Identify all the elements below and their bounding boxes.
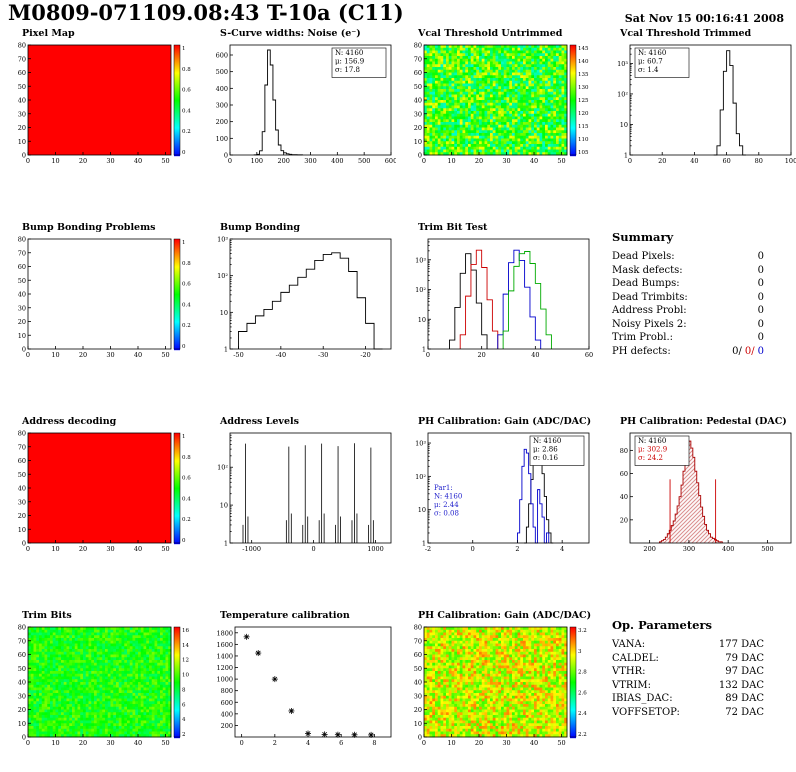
- panel-summary: Summary Dead Pixels: 0 Mask defects: 0 Dead …: [612, 230, 782, 358]
- report-row: PH defects: 0/0/0: [612, 345, 764, 357]
- panel-ph-gain-histogram: PH Calibration: Gain (ADC/DAC): [404, 416, 596, 555]
- bump-bonding-problems-chart: [8, 235, 198, 361]
- panel-title: Vcal Threshold Untrimmed: [418, 28, 563, 39]
- report-row: Mask defects: 0: [612, 264, 764, 276]
- report-row: VANA: 177 DAC: [612, 639, 764, 650]
- panel-ph-gain-map: PH Calibration: Gain (ADC/DAC): [404, 610, 596, 749]
- ph-gain-map-chart: [404, 623, 594, 749]
- panel-title: PH Calibration: Pedestal (DAC): [620, 416, 787, 427]
- trim-bit-test-chart: [404, 235, 594, 361]
- panel-bump-bonding-problems: Bump Bonding Problems: [8, 222, 200, 361]
- report-row: VTHR: 97 DAC: [612, 666, 764, 677]
- s-curve-noise-chart: [206, 41, 396, 167]
- report-row: Dead Bumps: 0: [612, 278, 764, 289]
- panel-address-decoding: Address decoding: [8, 416, 200, 555]
- summary-title: Summary: [612, 230, 674, 244]
- pixel-map-chart: [8, 41, 198, 167]
- panel-trim-bits: Trim Bits: [8, 610, 200, 749]
- panel-op-parameters: Op. Parameters VANA: 177 DAC CALDEL: 79 DAC…: [612, 618, 782, 719]
- panel-vcal-threshold-trimmed: Vcal Threshold Trimmed: [606, 28, 796, 167]
- panel-title: Address Levels: [220, 416, 299, 427]
- panel-title: Trim Bit Test: [418, 222, 488, 233]
- op-parameters-rows: VANA: 177 DAC CALDEL: 79 DAC VTHR: 97 DAC VTRI…: [612, 638, 782, 719]
- page-title: M0809-071109.08:43 T-10a (C11): [8, 0, 404, 25]
- report-row: CALDEL: 79 DAC: [612, 652, 764, 664]
- panel-title: Address decoding: [22, 416, 117, 427]
- panel-address-levels: Address Levels: [206, 416, 398, 555]
- address-decoding-chart: [8, 429, 198, 555]
- panel-title: Temperature calibration: [220, 610, 350, 621]
- panel-title: S-Curve widths: Noise (e⁻): [220, 28, 361, 39]
- panel-title: PH Calibration: Gain (ADC/DAC): [418, 416, 592, 427]
- vcal-threshold-trimmed-chart: [606, 41, 796, 167]
- panel-ph-pedestal: PH Calibration: Pedestal (DAC): [606, 416, 796, 555]
- panel-scurve-noise: S-Curve widths: Noise (e⁻): [206, 28, 398, 167]
- panel-pixel-map: Pixel Map: [8, 28, 200, 167]
- panel-title: Vcal Threshold Trimmed: [620, 28, 752, 39]
- report-row: IBIAS_DAC: 89 DAC: [612, 693, 764, 704]
- report-row: Trim Probl.: 0: [612, 332, 764, 343]
- report-row: VOFFSETOP: 72 DAC: [612, 706, 764, 718]
- panel-title: Bump Bonding: [220, 222, 301, 233]
- panel-vcal-threshold-untrimmed: Vcal Threshold Untrimmed: [404, 28, 596, 167]
- temperature-calibration-chart: [206, 623, 396, 749]
- ph-gain-histogram-chart: [404, 429, 594, 555]
- panel-trim-bit-test: Trim Bit Test: [404, 222, 596, 361]
- ph-pedestal-chart: [606, 429, 796, 555]
- report-row: Address Probl: 0: [612, 305, 764, 316]
- report-row: Dead Pixels: 0: [612, 251, 764, 262]
- report-row: VTRIM: 132 DAC: [612, 679, 764, 691]
- panel-title: Trim Bits: [22, 610, 72, 621]
- report-timestamp: Sat Nov 15 00:16:41 2008: [624, 12, 784, 25]
- panel-title: Pixel Map: [22, 28, 75, 39]
- panel-bump-bonding: Bump Bonding: [206, 222, 398, 361]
- trim-bits-chart: [8, 623, 198, 749]
- report-row: Noisy Pixels 2: 0: [612, 318, 764, 330]
- vcal-threshold-untrimmed-chart: [404, 41, 594, 167]
- bump-bonding-chart: [206, 235, 396, 361]
- panel-temperature-calibration: Temperature calibration: [206, 610, 398, 749]
- panel-title: PH Calibration: Gain (ADC/DAC): [418, 610, 592, 621]
- report-row: Dead Trimbits: 0: [612, 291, 764, 303]
- panel-title: Bump Bonding Problems: [22, 222, 156, 233]
- op-parameters-title: Op. Parameters: [612, 618, 713, 632]
- summary-rows: Dead Pixels: 0 Mask defects: 0 Dead Bumps: 0 D…: [612, 250, 782, 358]
- address-levels-chart: [206, 429, 396, 555]
